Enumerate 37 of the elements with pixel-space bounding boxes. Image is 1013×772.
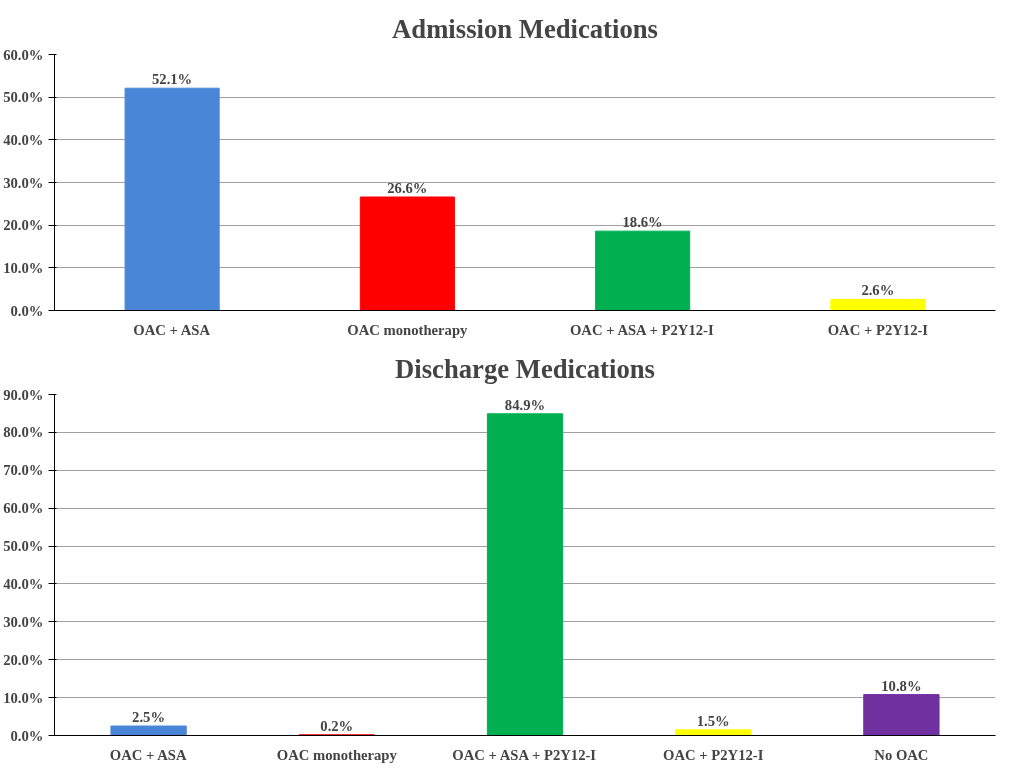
x-tick-label: No OAC xyxy=(874,746,929,763)
data-label: 2.5% xyxy=(132,709,166,726)
x-tick-label: OAC + ASA + P2Y12-I xyxy=(569,321,714,338)
x-tick-label: OAC + ASA + P2Y12-I xyxy=(452,746,597,763)
y-tick-label: 40.0% xyxy=(3,131,44,148)
data-label: 1.5% xyxy=(696,712,730,729)
y-tick-label: 0.0% xyxy=(10,727,44,744)
data-label: 0.2% xyxy=(320,717,354,734)
y-tick-label: 50.0% xyxy=(3,89,44,106)
y-tick-label: 60.0% xyxy=(3,46,44,63)
chart-title: Admission Medications xyxy=(392,13,658,44)
data-label: 10.8% xyxy=(881,677,922,694)
data-label: 26.6% xyxy=(387,180,428,197)
x-tick-label: OAC + ASA xyxy=(133,321,211,338)
y-tick-label: 50.0% xyxy=(3,538,44,555)
y-tick-label: 40.0% xyxy=(3,575,44,592)
x-tick-label: OAC monotherapy xyxy=(347,321,469,338)
x-tick-label: OAC + P2Y12-I xyxy=(663,746,764,763)
data-label: 18.6% xyxy=(622,214,663,231)
x-tick-label: OAC monotherapy xyxy=(276,746,398,763)
y-tick-label: 30.0% xyxy=(3,174,44,191)
y-tick-label: 70.0% xyxy=(3,462,44,479)
y-tick-label: 0.0% xyxy=(10,302,44,319)
y-tick-label: 20.0% xyxy=(3,651,44,668)
y-tick-label: 10.0% xyxy=(3,259,44,276)
y-tick-label: 10.0% xyxy=(3,689,44,706)
y-tick-label: 30.0% xyxy=(3,613,44,630)
chart-title: Discharge Medications xyxy=(395,353,655,384)
x-tick-label: OAC + P2Y12-I xyxy=(827,321,929,338)
y-tick-label: 90.0% xyxy=(3,386,44,403)
data-label: 52.1% xyxy=(151,71,193,88)
y-tick-label: 60.0% xyxy=(3,500,44,517)
data-label: 84.9% xyxy=(504,396,546,413)
y-tick-label: 80.0% xyxy=(3,424,44,441)
y-tick-label: 20.0% xyxy=(3,217,44,234)
data-label: 2.6% xyxy=(861,282,895,299)
x-tick-label: OAC + ASA xyxy=(109,746,187,763)
